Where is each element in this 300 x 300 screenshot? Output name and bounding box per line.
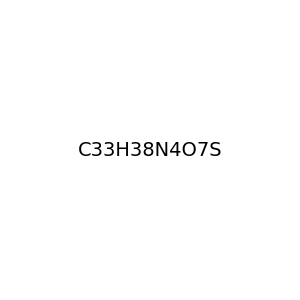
Text: C33H38N4O7S: C33H38N4O7S (78, 140, 222, 160)
